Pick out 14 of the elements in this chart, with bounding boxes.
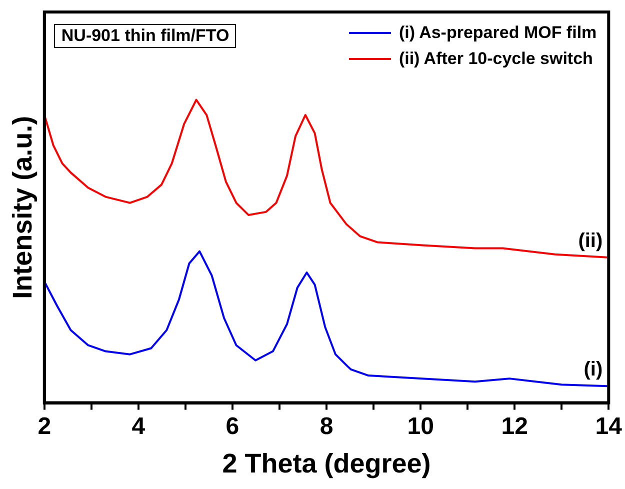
text: NU-901 thin film/FTO: [54, 24, 236, 48]
x-tick-label: 14: [595, 412, 623, 440]
legend-label: (ii) After 10-cycle switch: [398, 49, 593, 69]
legend-label: (i) As-prepared MOF film: [398, 23, 597, 43]
x-tick-label: 10: [407, 412, 434, 440]
x-tick-label: 8: [320, 412, 334, 440]
x-tick-label: 12: [501, 412, 528, 440]
annotation: (ii): [578, 230, 603, 252]
x-tick-label: 2: [38, 412, 52, 440]
y-axis-title: Intensity (a.u.): [8, 116, 38, 299]
x-tick-label: 6: [226, 412, 240, 440]
annotation: (i): [584, 358, 603, 381]
x-axis-title: 2 Theta (degree): [222, 448, 431, 478]
x-tick-label: 4: [132, 412, 146, 440]
